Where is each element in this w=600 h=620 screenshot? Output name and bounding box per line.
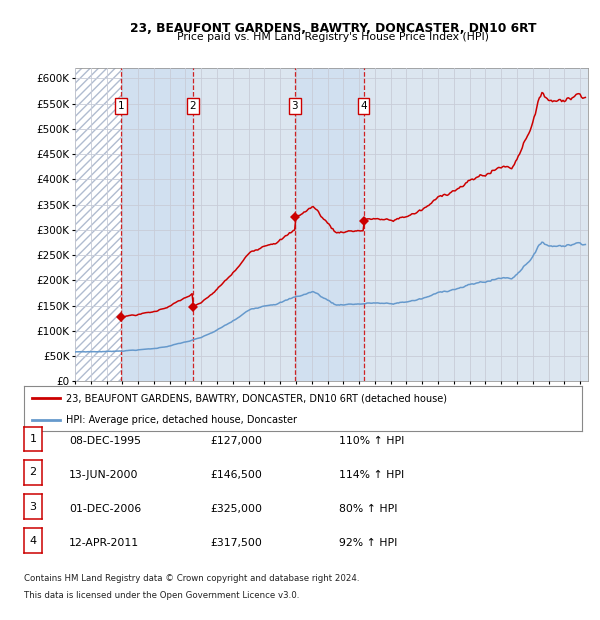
Text: £317,500: £317,500: [210, 538, 262, 548]
Text: £325,000: £325,000: [210, 504, 262, 514]
Text: This data is licensed under the Open Government Licence v3.0.: This data is licensed under the Open Gov…: [24, 591, 299, 600]
Text: £146,500: £146,500: [210, 470, 262, 480]
Text: 92% ↑ HPI: 92% ↑ HPI: [339, 538, 397, 548]
Text: 1: 1: [29, 434, 37, 444]
Text: 110% ↑ HPI: 110% ↑ HPI: [339, 436, 404, 446]
Bar: [121, 68, 193, 381]
Text: 23, BEAUFONT GARDENS, BAWTRY, DONCASTER, DN10 6RT (detached house): 23, BEAUFONT GARDENS, BAWTRY, DONCASTER,…: [66, 393, 447, 404]
Text: 3: 3: [292, 101, 298, 111]
Text: 01-DEC-2006: 01-DEC-2006: [69, 504, 141, 514]
Text: 2: 2: [29, 467, 37, 477]
Text: 4: 4: [360, 101, 367, 111]
Text: Contains HM Land Registry data © Crown copyright and database right 2024.: Contains HM Land Registry data © Crown c…: [24, 574, 359, 583]
Bar: [75, 68, 121, 381]
Text: 23, BEAUFONT GARDENS, BAWTRY, DONCASTER, DN10 6RT: 23, BEAUFONT GARDENS, BAWTRY, DONCASTER,…: [130, 22, 536, 35]
Text: 08-DEC-1995: 08-DEC-1995: [69, 436, 141, 446]
Bar: [295, 68, 364, 381]
Text: 3: 3: [29, 502, 37, 512]
Text: 12-APR-2011: 12-APR-2011: [69, 538, 139, 548]
Text: £127,000: £127,000: [210, 436, 262, 446]
Text: 1: 1: [118, 101, 124, 111]
Text: 114% ↑ HPI: 114% ↑ HPI: [339, 470, 404, 480]
Text: Price paid vs. HM Land Registry's House Price Index (HPI): Price paid vs. HM Land Registry's House …: [177, 32, 489, 42]
Text: 80% ↑ HPI: 80% ↑ HPI: [339, 504, 397, 514]
Text: HPI: Average price, detached house, Doncaster: HPI: Average price, detached house, Donc…: [66, 415, 297, 425]
Text: 13-JUN-2000: 13-JUN-2000: [69, 470, 139, 480]
Text: 4: 4: [29, 536, 37, 546]
Text: 2: 2: [189, 101, 196, 111]
